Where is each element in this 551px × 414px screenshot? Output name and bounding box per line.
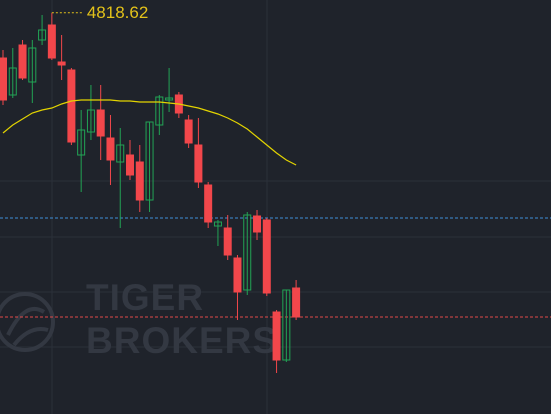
candle-body (28, 47, 37, 83)
candle-body (86, 109, 95, 133)
candle-body (262, 219, 271, 294)
watermark-logo (0, 292, 55, 352)
candle-body (0, 57, 7, 101)
candle-body (253, 215, 262, 233)
candle-body (38, 29, 47, 41)
candle-body (116, 144, 125, 163)
candle-body (135, 161, 144, 201)
watermark-text: TIGER (86, 277, 204, 318)
candle-body (57, 61, 66, 66)
candle-body (77, 129, 86, 156)
candle-body (145, 121, 154, 201)
candle-body (213, 221, 222, 227)
candle-body (184, 119, 193, 144)
candle-body (243, 214, 252, 291)
candle-body (126, 154, 135, 176)
candle-body (282, 289, 291, 361)
candle-body (67, 69, 76, 143)
candle-body (106, 137, 115, 161)
candle-body (292, 287, 301, 318)
high-label: 4818.62 (87, 3, 148, 22)
candle-body (8, 67, 17, 96)
candle-body (233, 257, 242, 293)
candle-body (272, 311, 281, 361)
candle-body (18, 44, 27, 79)
moving-average-line (2, 99, 297, 166)
candle-body (155, 96, 164, 126)
candle-body (47, 24, 56, 59)
candle-body (223, 227, 232, 256)
candle-body (204, 184, 213, 223)
candle-body (194, 144, 203, 183)
watermark-text: BROKERS (86, 320, 278, 361)
candle-body (96, 109, 105, 137)
candle-body (165, 97, 174, 101)
